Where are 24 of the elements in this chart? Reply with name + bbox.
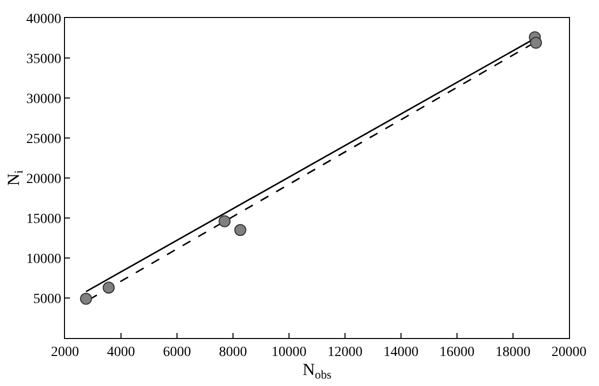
- y-tick-label: 10000: [26, 252, 62, 267]
- x-tick-label: 16000: [440, 344, 474, 360]
- x-tick-label: 14000: [384, 344, 418, 360]
- y-tick-label: 35000: [26, 52, 62, 67]
- y-tick-label: 5000: [33, 292, 62, 307]
- point: [234, 224, 246, 236]
- x-tick-label: 18000: [496, 344, 530, 360]
- point: [218, 215, 231, 228]
- point: [80, 292, 92, 305]
- x-tick-label: 4000: [107, 344, 135, 360]
- x-tick-label: 8000: [219, 344, 247, 360]
- x-tick-label: 6000: [163, 344, 191, 360]
- y-tick-label: 15000: [26, 212, 62, 227]
- x-axis-title: N$_{obs}$: [302, 360, 332, 382]
- x-tick-label: 12000: [328, 344, 362, 360]
- x-tick-label: 10000: [272, 344, 306, 360]
- point: [530, 36, 542, 49]
- point: [102, 282, 115, 294]
- y-tick-label: 40000: [26, 12, 62, 27]
- x-tick-label: 2000: [51, 344, 79, 360]
- x-tick-label: 20000: [552, 344, 586, 360]
- y-tick-label: 25000: [26, 132, 62, 147]
- y-tick-label: 20000: [26, 172, 62, 187]
- y-tick-label: 30000: [26, 92, 62, 107]
